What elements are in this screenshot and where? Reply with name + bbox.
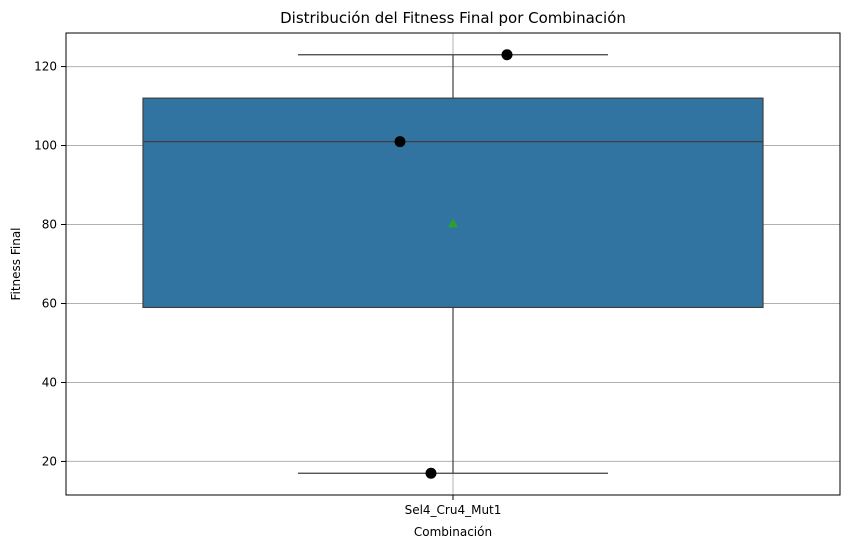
y-axis-label: Fitness Final — [9, 227, 23, 300]
boxplot — [142, 54, 764, 474]
y-axis: 20 40 60 80 100 120 — [34, 60, 66, 468]
data-point — [425, 467, 437, 479]
mean-marker — [448, 218, 458, 228]
y-tick-label: 100 — [34, 139, 57, 153]
y-tick-label: 120 — [34, 60, 57, 74]
y-tick-label: 40 — [42, 375, 57, 389]
x-tick-label: Sel4_Cru4_Mut1 — [405, 503, 502, 517]
y-tick-label: 20 — [42, 454, 57, 468]
data-points — [394, 49, 513, 479]
y-tick-label: 60 — [42, 296, 57, 310]
data-point — [501, 49, 513, 61]
data-point — [394, 136, 406, 148]
y-tick-label: 80 — [42, 218, 57, 232]
x-axis-label: Combinación — [414, 525, 492, 539]
chart-title: Distribución del Fitness Final por Combi… — [280, 9, 626, 27]
x-axis: Sel4_Cru4_Mut1 — [405, 495, 502, 517]
box-iqr — [142, 97, 764, 309]
